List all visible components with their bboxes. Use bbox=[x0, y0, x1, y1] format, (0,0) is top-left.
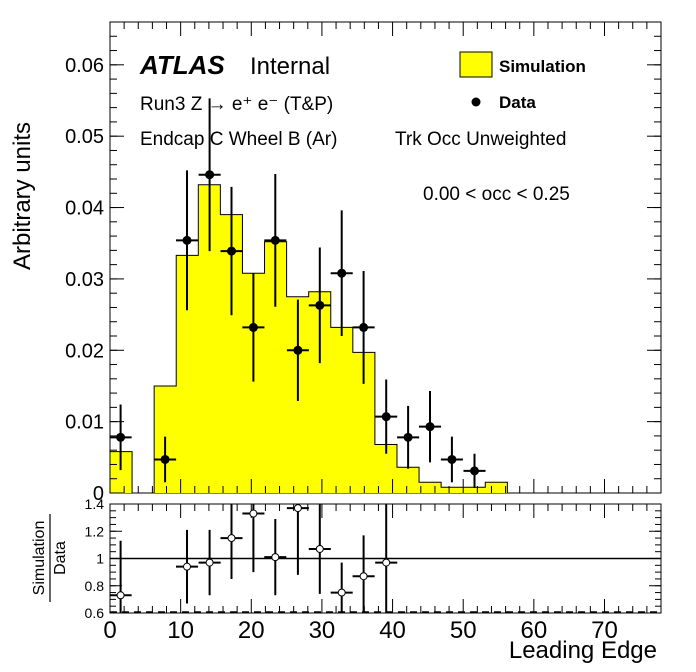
ratio-point bbox=[116, 591, 125, 600]
data-point bbox=[116, 432, 126, 442]
y-tick-label: 0.03 bbox=[65, 269, 104, 291]
internal-label: Internal bbox=[250, 53, 330, 80]
ratio-y-tick-label: 0.8 bbox=[85, 578, 105, 594]
ratio-point bbox=[359, 572, 368, 581]
ratio-points bbox=[109, 504, 398, 613]
ratio-point bbox=[249, 509, 258, 518]
data-point bbox=[293, 345, 303, 355]
data-point bbox=[205, 170, 215, 180]
ratio-panel: 0.6 0.8 1 1.2 1.4 0 10 20 30 40 50 60 70 Simulation… bbox=[31, 496, 662, 664]
x-tick-label: 70 bbox=[591, 617, 618, 644]
x-tick-label: 50 bbox=[450, 617, 477, 644]
region-label: Endcap C Wheel B (Ar) bbox=[140, 129, 337, 150]
x-tick-label: 20 bbox=[238, 617, 265, 644]
data-point bbox=[359, 322, 369, 332]
simulation-outline bbox=[109, 184, 661, 494]
ratio-y-tick-label: 1.4 bbox=[85, 496, 105, 512]
y-axis-label: Arbitrary units bbox=[9, 122, 36, 270]
main-x-ticks bbox=[109, 22, 662, 493]
simulation-fill bbox=[110, 184, 661, 493]
ratio-x-ticks: 0 10 20 30 40 50 60 70 bbox=[103, 504, 662, 644]
ratio-y-tick-label: 1 bbox=[96, 551, 104, 567]
data-point bbox=[227, 246, 237, 256]
ratio-point bbox=[205, 558, 214, 567]
ratio-point bbox=[227, 534, 236, 543]
ratio-point bbox=[337, 588, 346, 597]
data-point bbox=[447, 454, 457, 464]
ratio-point bbox=[182, 562, 191, 571]
ratio-title-denominator: Data bbox=[52, 541, 69, 575]
run-label: Run3 Z → e⁺ e⁻ (T&P) bbox=[140, 94, 333, 115]
x-tick-label: 40 bbox=[379, 617, 406, 644]
y-tick-label: 0.05 bbox=[65, 126, 104, 148]
x-tick-label: 0 bbox=[103, 617, 116, 644]
data-point bbox=[470, 466, 480, 476]
ratio-title-numerator: Simulation bbox=[31, 521, 48, 596]
ratio-point bbox=[382, 558, 391, 567]
x-tick-label: 10 bbox=[167, 617, 194, 644]
data-point bbox=[248, 322, 258, 332]
ratio-point bbox=[293, 504, 302, 513]
simulation-histogram bbox=[109, 184, 661, 494]
atlas-label: ATLAS bbox=[139, 50, 225, 80]
legend: Simulation Data bbox=[459, 51, 586, 112]
y-tick-label: 0.04 bbox=[65, 198, 104, 220]
data-points bbox=[109, 98, 486, 489]
data-point bbox=[425, 422, 435, 432]
main-y-ticks: 0 0.01 0.02 0.03 0.04 0.05 0.06 bbox=[65, 21, 661, 505]
data-point bbox=[270, 235, 280, 245]
ratio-point bbox=[315, 544, 324, 553]
occ-title-label: Trk Occ Unweighted bbox=[395, 129, 566, 150]
data-point bbox=[381, 412, 391, 422]
y-tick-label: 0.01 bbox=[65, 412, 104, 434]
ratio-y-ticks: 0.6 0.8 1 1.2 1.4 bbox=[85, 496, 661, 621]
ratio-y-tick-label: 1.2 bbox=[85, 523, 105, 539]
legend-simulation-label: Simulation bbox=[499, 57, 586, 76]
y-tick-label: 0.02 bbox=[65, 340, 104, 362]
data-point bbox=[337, 268, 347, 278]
ratio-point bbox=[271, 553, 280, 562]
main-panel: 0 0.01 0.02 0.03 0.04 0.05 0.06 Arbitrary unit… bbox=[9, 21, 662, 505]
y-tick-label: 0.06 bbox=[65, 55, 104, 77]
data-point bbox=[403, 432, 413, 442]
y-tick-label: 0 bbox=[93, 483, 104, 505]
data-point bbox=[182, 235, 192, 245]
data-point bbox=[160, 454, 170, 464]
occ-range-label: 0.00 < occ < 0.25 bbox=[423, 184, 570, 205]
data-point bbox=[315, 300, 325, 310]
legend-data-marker bbox=[471, 97, 481, 107]
legend-simulation-swatch bbox=[459, 51, 493, 78]
x-tick-label: 60 bbox=[520, 617, 547, 644]
x-tick-label: 30 bbox=[309, 617, 336, 644]
legend-data-label: Data bbox=[499, 93, 536, 112]
ratio-y-tick-label: 0.6 bbox=[85, 605, 105, 621]
x-axis-label: Leading Edge bbox=[509, 637, 657, 664]
ratio-y-title: Simulation Data bbox=[31, 514, 69, 602]
